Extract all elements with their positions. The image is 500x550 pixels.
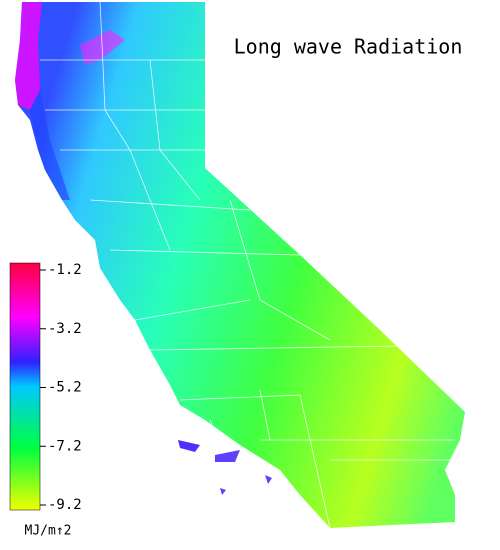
island xyxy=(178,440,200,452)
coastal-blue xyxy=(30,90,70,200)
color-bar xyxy=(9,262,41,511)
tick-label: -5.2 xyxy=(48,380,82,396)
color-bar-unit: MJ/m↑2 xyxy=(25,524,72,539)
tick-label: -3.2 xyxy=(48,321,82,337)
tick-label: -7.2 xyxy=(48,438,82,454)
county-lines xyxy=(40,0,461,529)
island xyxy=(220,488,226,495)
color-bar-ticks: -1.2 -3.2 -5.2 -7.2 -9.2 xyxy=(40,262,82,513)
coastal-band xyxy=(15,2,42,110)
county-line xyxy=(40,59,301,256)
county-line xyxy=(99,0,331,341)
islands xyxy=(178,440,272,495)
tick-label: -1.2 xyxy=(48,262,82,278)
tick-label: -9.2 xyxy=(48,497,82,513)
island xyxy=(265,475,272,484)
county-line xyxy=(134,299,461,529)
map-title: Long wave Radiation xyxy=(234,35,463,59)
california-land xyxy=(15,2,465,528)
island xyxy=(215,450,240,462)
